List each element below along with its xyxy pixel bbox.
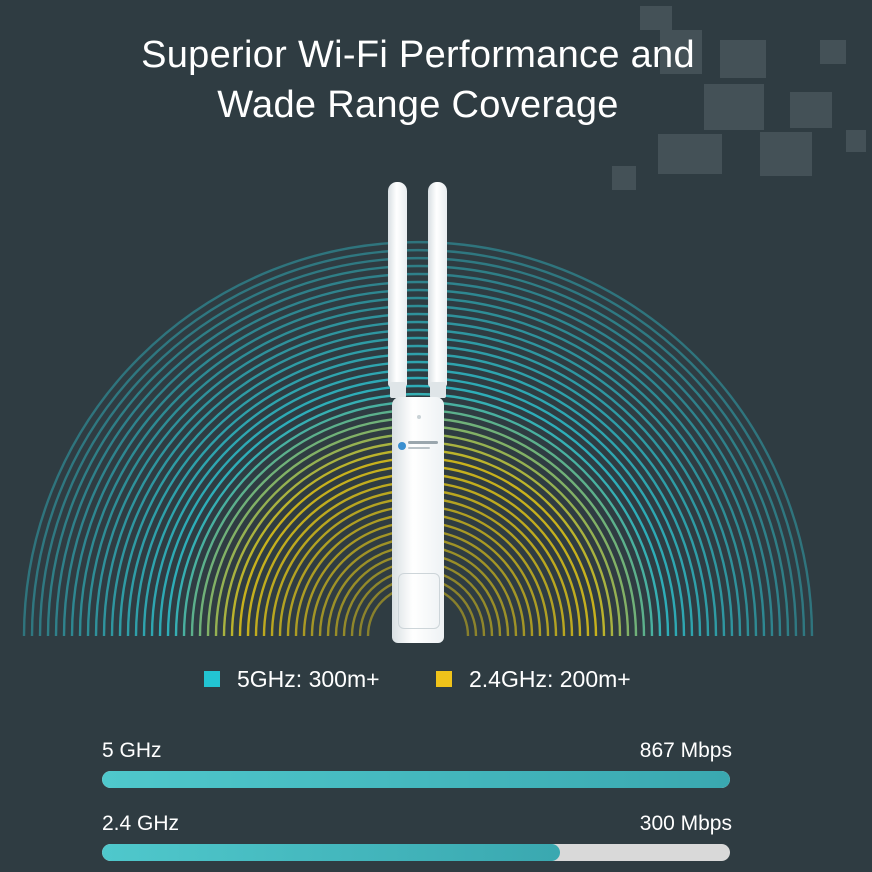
port-cover [398,573,440,629]
coverage-arc [38,256,798,637]
coverage-arc [22,240,814,637]
coverage-arc [134,352,702,637]
decor-block [846,130,866,152]
speed-bar-fill-24ghz [102,844,561,861]
coverage-arc [30,248,806,637]
coverage-arc [78,296,758,637]
antenna-left [388,182,407,387]
legend-24ghz: 2.4GHz: 200m+ [436,664,631,694]
led-indicator [417,415,421,419]
decor-block [720,40,766,78]
speed-label-24ghz: 300 Mbps [639,812,732,835]
legend-5ghz: 5GHz: 300m+ [204,664,380,694]
coverage-arc [110,328,726,637]
decor-block [790,92,832,128]
antenna-right [428,182,447,387]
coverage-arc [86,304,750,637]
coverage-arc [150,368,686,637]
legend-swatch-24ghz [436,671,452,687]
decor-block [612,166,636,190]
coverage-arc [62,280,774,637]
decor-block [658,134,722,174]
legend-label-24ghz: 2.4GHz: 200m+ [469,665,631,692]
coverage-arc [54,272,782,637]
decor-block [640,6,672,30]
access-point-icon [386,182,450,643]
decor-block [660,30,702,74]
coverage-arc [70,288,766,637]
speed-bar-fill-5ghz [102,771,730,788]
title-line-1: Superior Wi-Fi Performance and [141,34,695,76]
band-label-24ghz: 2.4 GHz [102,812,180,835]
tp-link-logo [398,439,440,453]
coverage-arc [158,376,678,637]
page-title: Superior Wi-Fi Performance and Wade Rang… [0,30,836,130]
antenna-hinge [430,382,446,398]
decor-block [760,132,812,176]
band-label-5ghz: 5 GHz [102,739,162,762]
coverage-arc [46,264,790,637]
coverage-arc [126,344,710,637]
decor-block [704,84,764,130]
speed-bar-5ghz [102,771,730,788]
coverage-arc [118,336,718,637]
coverage-arc [102,320,734,637]
coverage-arc [142,360,694,637]
antenna-hinge [390,382,406,398]
decor-block [820,40,846,64]
legend-label-5ghz: 5GHz: 300m+ [237,665,380,692]
device-body [392,397,444,643]
speed-label-5ghz: 867 Mbps [639,739,732,762]
legend-swatch-5ghz [204,671,220,687]
speed-bar-24ghz [102,844,730,861]
coverage-arc [166,384,670,637]
coverage-arc [174,392,662,637]
coverage-arc [94,312,742,637]
title-line-2: Wade Range Coverage [217,84,619,126]
